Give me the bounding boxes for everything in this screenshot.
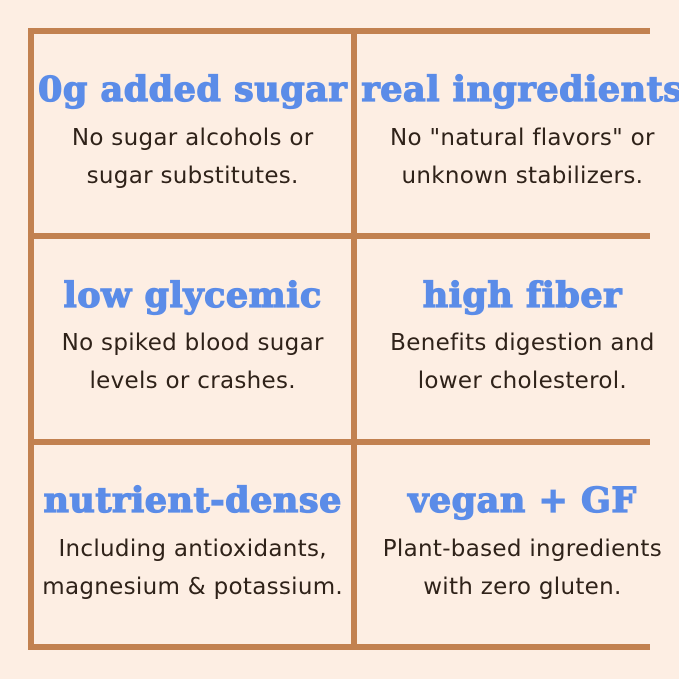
benefit-body-line: unknown stabilizers. bbox=[401, 162, 644, 189]
benefit-cell-added-sugar: 0g added sugar No sugar alcohols or suga… bbox=[34, 34, 352, 234]
benefit-body-line: magnesium & potassium. bbox=[42, 573, 344, 600]
benefit-heading: vegan + GF bbox=[407, 480, 637, 522]
benefit-heading: high fiber bbox=[422, 274, 623, 316]
benefit-cell-nutrient-dense: nutrient-dense Including antioxidants, m… bbox=[34, 444, 352, 644]
benefit-heading: 0g added sugar bbox=[37, 69, 348, 111]
benefit-body-line: levels or crashes. bbox=[89, 368, 296, 395]
benefits-grid: 0g added sugar No sugar alcohols or suga… bbox=[28, 28, 679, 650]
benefit-heading: nutrient-dense bbox=[43, 480, 342, 522]
benefit-body-line: Plant-based ingredients bbox=[382, 535, 663, 562]
benefit-body-line: with zero gluten. bbox=[423, 573, 622, 600]
benefit-body-line: Benefits digestion and bbox=[390, 330, 655, 357]
benefit-body-line: Including antioxidants, bbox=[58, 535, 327, 562]
benefit-cell-high-fiber: high fiber Benefits digestion and lower … bbox=[357, 239, 679, 439]
benefit-body-line: lower cholesterol. bbox=[417, 368, 628, 395]
benefit-heading: low glycemic bbox=[63, 274, 322, 316]
benefit-cell-vegan-gf: vegan + GF Plant-based ingredients with … bbox=[357, 444, 679, 644]
benefit-body-line: sugar substitutes. bbox=[86, 162, 299, 189]
benefit-body-line: No spiked blood sugar bbox=[61, 330, 324, 357]
benefit-heading: real ingredients bbox=[361, 69, 679, 111]
benefit-cell-real-ingredients: real ingredients No "natural flavors" or… bbox=[357, 34, 679, 234]
benefit-body-line: No "natural flavors" or bbox=[390, 124, 655, 151]
benefit-body-line: No sugar alcohols or bbox=[71, 124, 314, 151]
benefit-cell-low-glycemic: low glycemic No spiked blood sugar level… bbox=[34, 239, 352, 439]
